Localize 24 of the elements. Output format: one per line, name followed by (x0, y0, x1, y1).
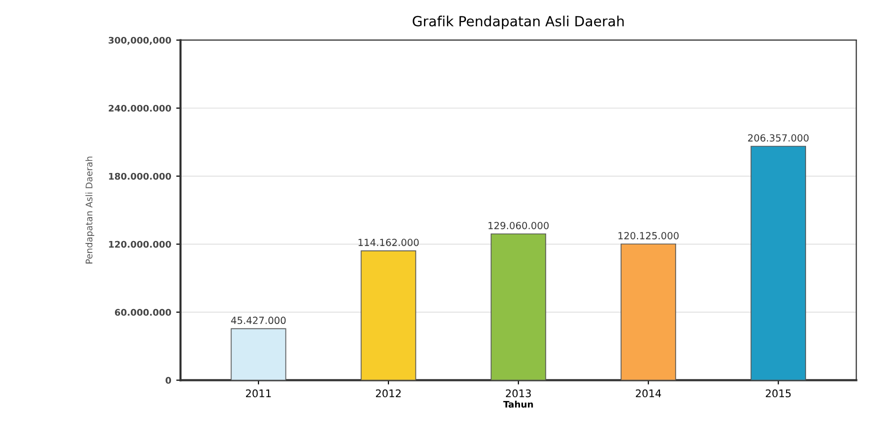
bar (360, 250, 416, 380)
bar (230, 328, 286, 380)
data-label: 45.427.000 (231, 316, 286, 324)
data-label: 120.125.000 (618, 232, 679, 240)
data-label: 114.162.000 (358, 238, 419, 246)
x-tick-label: 2012 (376, 389, 401, 398)
y-tick-label: 180.000.000 (109, 172, 172, 180)
x-tick-label: 2013 (506, 389, 531, 398)
bar (750, 146, 806, 380)
x-axis-title: Tahun (503, 400, 533, 408)
x-tick-label: 2011 (246, 389, 271, 398)
y-tick-label: 300,000,000 (108, 36, 172, 45)
bar (490, 233, 546, 380)
x-tick-label: 2014 (636, 389, 662, 398)
bar (620, 244, 676, 380)
x-tick-label: 2015 (766, 389, 791, 398)
y-tick-label: 240.000.000 (108, 104, 172, 112)
y-tick-label: 60.000.000 (114, 308, 172, 316)
y-axis-title: Pendapatan Asli Daerah (85, 156, 94, 264)
data-label: 206.357.000 (748, 134, 809, 142)
data-label: 129.060.000 (488, 222, 549, 230)
chart-title: Grafik Pendapatan Asli Daerah (412, 16, 624, 30)
y-tick-label: 120.000.000 (109, 240, 172, 248)
y-tick-label: 0 (166, 376, 172, 384)
